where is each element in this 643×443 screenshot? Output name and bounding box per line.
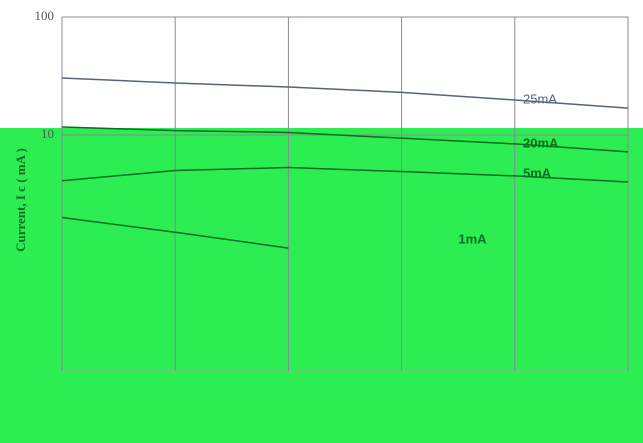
background-band — [0, 128, 643, 443]
series-line — [61, 166, 629, 183]
y-tick-label: 100 — [35, 8, 55, 23]
y-axis-label: Current, I c ( mA ) — [13, 148, 28, 252]
series-label: 20mA — [523, 135, 559, 150]
series-line — [61, 77, 629, 109]
series-label: 5mA — [523, 165, 552, 180]
series-label: 25mA — [523, 92, 557, 107]
series-label: 1mA — [458, 232, 487, 247]
series-line — [61, 216, 289, 249]
series-line — [61, 126, 629, 153]
y-tick-label: 10 — [41, 126, 54, 141]
